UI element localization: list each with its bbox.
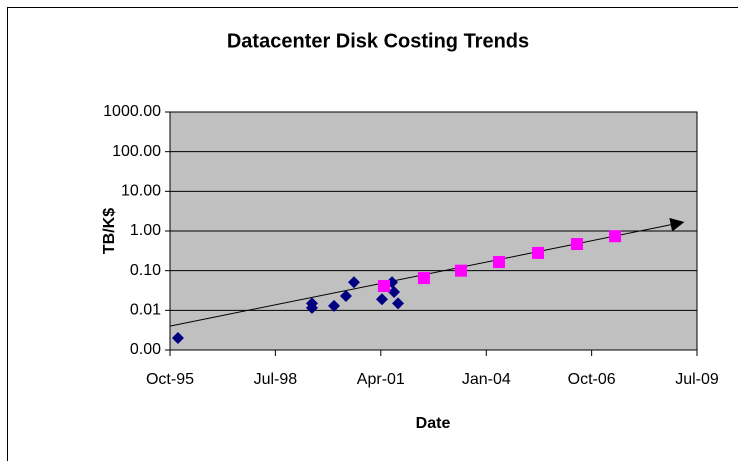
- point: [328, 299, 341, 312]
- point: [492, 256, 505, 269]
- y-axis-label: TB/K$: [101, 208, 118, 254]
- point: [171, 332, 184, 345]
- y-tick-label: 0.01: [130, 302, 161, 319]
- point: [454, 264, 467, 277]
- x-tick-label: Jan-04: [462, 371, 511, 388]
- x-axis-label: Date: [416, 415, 451, 432]
- x-tick-label: Jul-98: [254, 371, 298, 388]
- x-tick-label: Jul-09: [675, 371, 719, 388]
- point: [570, 238, 583, 251]
- y-tick-label: 10.00: [121, 183, 161, 200]
- point: [417, 272, 430, 285]
- point: [609, 230, 622, 243]
- y-tick-label: 0.10: [130, 262, 161, 279]
- x-tick-label: Oct-95: [146, 371, 194, 388]
- point: [339, 289, 352, 302]
- chart-title: Datacenter Disk Costing Trends: [227, 30, 529, 52]
- point: [392, 297, 405, 310]
- x-tick-label: Oct-06: [568, 371, 616, 388]
- point: [375, 293, 388, 306]
- point: [305, 301, 318, 314]
- point: [388, 285, 401, 298]
- point: [347, 276, 360, 289]
- point: [377, 280, 390, 293]
- y-tick-label: 0.00: [130, 341, 161, 358]
- point: [532, 246, 545, 259]
- y-tick-label: 100.00: [112, 143, 161, 160]
- y-tick-label: 1.00: [130, 222, 161, 239]
- y-tick-label: 1000.00: [103, 103, 161, 120]
- x-tick-label: Apr-01: [357, 371, 405, 388]
